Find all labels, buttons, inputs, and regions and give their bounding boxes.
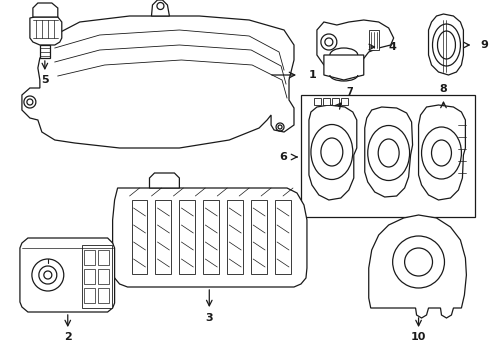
Polygon shape <box>151 0 170 16</box>
Polygon shape <box>30 17 62 45</box>
Polygon shape <box>84 269 95 284</box>
Polygon shape <box>369 215 466 318</box>
Polygon shape <box>84 288 95 303</box>
Polygon shape <box>98 288 109 303</box>
Polygon shape <box>131 200 147 274</box>
Text: 10: 10 <box>411 332 426 342</box>
Polygon shape <box>179 200 196 274</box>
Polygon shape <box>98 269 109 284</box>
Polygon shape <box>341 98 348 105</box>
Polygon shape <box>20 238 115 312</box>
Polygon shape <box>155 200 172 274</box>
Polygon shape <box>275 200 291 274</box>
Polygon shape <box>40 45 50 58</box>
Text: 2: 2 <box>64 332 72 342</box>
Text: 1: 1 <box>309 70 317 80</box>
Text: 4: 4 <box>389 42 396 52</box>
Text: 7: 7 <box>347 87 354 97</box>
Polygon shape <box>309 105 357 200</box>
Polygon shape <box>324 55 364 80</box>
Polygon shape <box>314 98 321 105</box>
Polygon shape <box>82 245 112 308</box>
Bar <box>301 95 475 217</box>
Polygon shape <box>84 250 95 265</box>
Polygon shape <box>22 16 294 148</box>
Text: 8: 8 <box>440 84 447 94</box>
Polygon shape <box>113 188 307 287</box>
Polygon shape <box>429 14 464 75</box>
Polygon shape <box>98 250 109 265</box>
Text: 5: 5 <box>41 75 49 85</box>
Polygon shape <box>323 98 330 105</box>
Polygon shape <box>251 200 267 274</box>
Polygon shape <box>369 30 379 50</box>
Text: 9: 9 <box>480 40 488 50</box>
Text: 3: 3 <box>205 313 213 323</box>
Polygon shape <box>317 20 393 70</box>
Polygon shape <box>149 173 179 188</box>
Polygon shape <box>332 98 339 105</box>
Polygon shape <box>227 200 243 274</box>
Polygon shape <box>203 200 219 274</box>
Polygon shape <box>33 3 58 17</box>
Polygon shape <box>418 105 465 200</box>
Polygon shape <box>365 107 413 197</box>
Text: 6: 6 <box>279 152 287 162</box>
